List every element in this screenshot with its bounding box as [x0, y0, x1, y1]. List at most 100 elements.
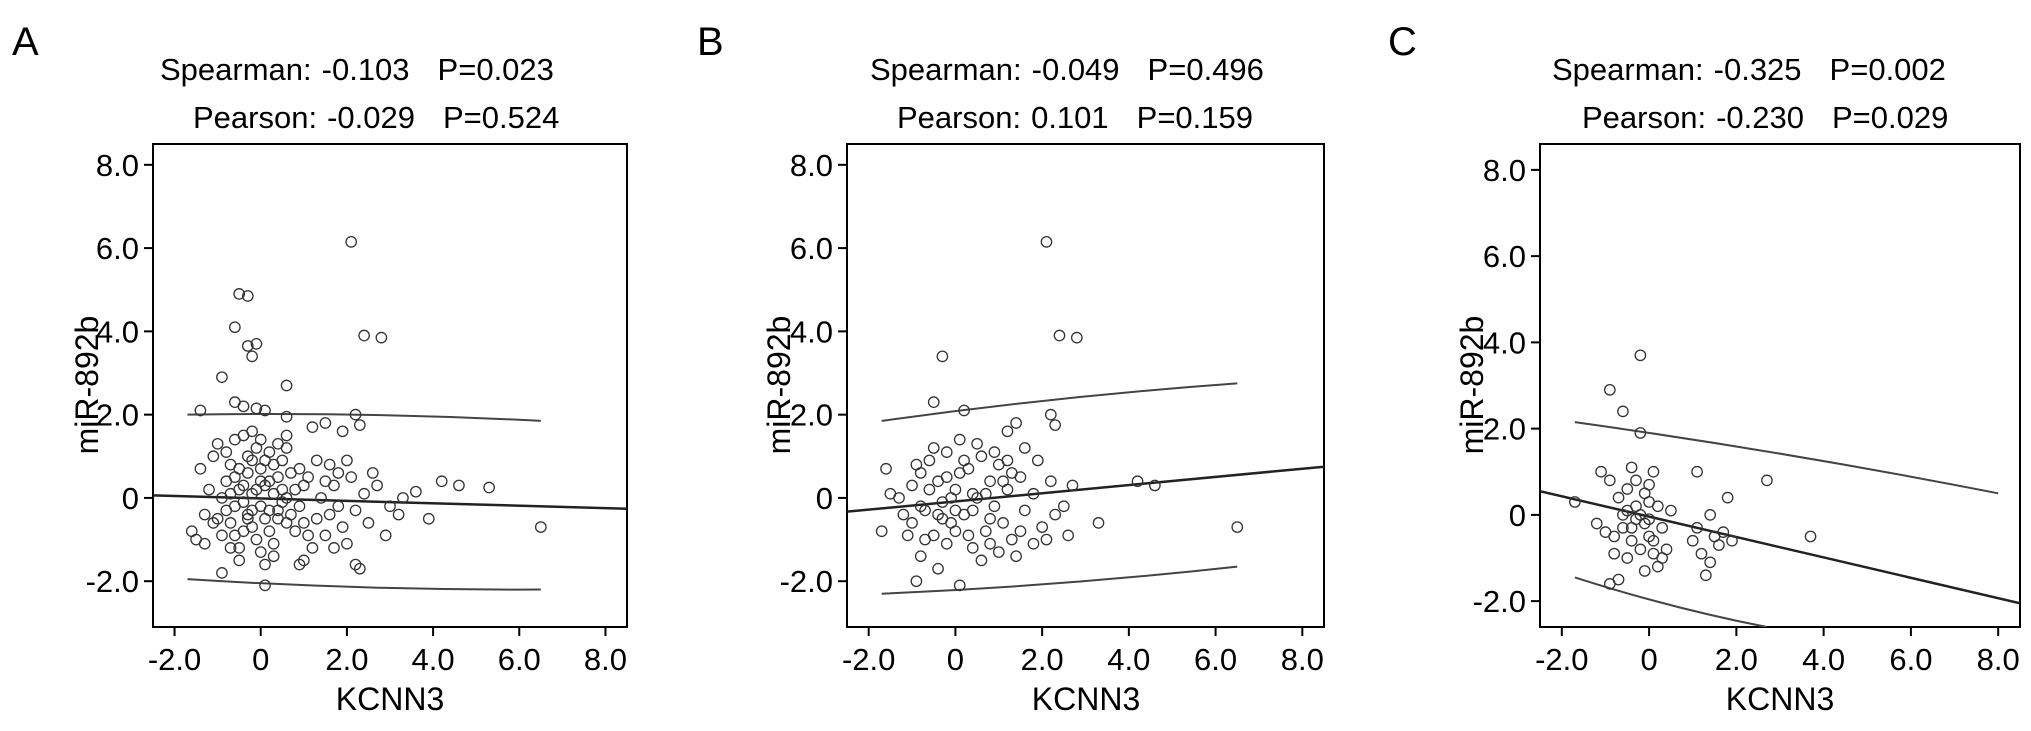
data-point	[910, 458, 923, 471]
data-point	[1049, 508, 1061, 521]
data-point	[1804, 530, 1817, 543]
x-tick-label: 4.0	[412, 642, 455, 677]
x-axis-label: KCNN3	[1726, 681, 1834, 717]
data-point	[1092, 517, 1105, 529]
data-point	[216, 567, 228, 579]
data-point	[254, 475, 267, 488]
data-point	[280, 517, 293, 529]
pearson-label: Pearson:	[897, 100, 1021, 135]
data-point	[366, 467, 379, 479]
data-point	[984, 537, 996, 550]
data-point	[1149, 479, 1161, 492]
y-tick-label: 4.0	[96, 314, 139, 349]
data-point	[254, 433, 267, 446]
y-tick-label: 6.0	[96, 231, 139, 266]
data-point	[971, 437, 983, 450]
data-point	[1617, 405, 1629, 418]
x-tick-label: 6.0	[1889, 642, 1932, 677]
data-point	[1625, 534, 1638, 547]
x-tick-label: 2.0	[325, 642, 368, 677]
data-point	[453, 479, 465, 492]
spearman-p: P=0.002	[1830, 52, 1946, 87]
data-point	[1656, 552, 1669, 564]
data-point	[194, 462, 207, 475]
data-point	[293, 500, 306, 513]
data-point	[1704, 556, 1717, 569]
ci-lower	[1574, 576, 1768, 627]
data-point	[1617, 509, 1629, 521]
data-point	[906, 479, 918, 492]
data-point	[1608, 547, 1621, 560]
pearson-stat: Pearson: -0.230 P=0.029	[1582, 100, 1948, 135]
data-point	[397, 492, 409, 504]
pearson-label: Pearson:	[1582, 100, 1706, 135]
data-point	[375, 331, 388, 344]
data-point	[259, 454, 271, 467]
data-point	[345, 235, 358, 248]
data-point	[263, 475, 276, 488]
pearson-value: 0.101	[1031, 100, 1109, 135]
data-point	[1040, 533, 1053, 546]
data-point	[1621, 483, 1634, 495]
data-point	[984, 512, 996, 525]
data-point	[1599, 526, 1612, 538]
data-point	[362, 517, 375, 529]
data-point	[384, 500, 396, 513]
data-point	[237, 479, 250, 492]
y-tick-label: 2.0	[790, 398, 833, 433]
data-point	[1005, 533, 1018, 546]
data-point	[250, 533, 263, 546]
data-point	[940, 471, 953, 483]
data-point	[323, 508, 336, 521]
data-point	[246, 425, 258, 438]
data-point	[259, 512, 271, 525]
data-point	[1625, 461, 1638, 474]
y-tick-label: 2.0	[1483, 412, 1526, 447]
data-point	[259, 579, 271, 592]
data-point	[229, 500, 241, 513]
y-tick-label: 0	[122, 481, 139, 516]
pearson-p: P=0.524	[443, 100, 559, 135]
data-point	[1053, 329, 1066, 342]
data-point	[1057, 500, 1070, 513]
data-point	[1691, 521, 1703, 534]
x-tick-label: 2.0	[1715, 642, 1758, 677]
data-point	[207, 450, 220, 463]
x-tick-label: -2.0	[1535, 642, 1588, 677]
data-point	[1027, 487, 1040, 500]
data-point	[237, 525, 250, 538]
data-point	[1066, 479, 1079, 492]
data-point	[992, 546, 1005, 558]
data-point	[927, 396, 940, 409]
spearman-stat: Spearman: -0.325 P=0.002	[1552, 52, 1946, 87]
data-point	[1643, 513, 1655, 526]
data-point	[267, 550, 280, 563]
data-point	[250, 402, 263, 415]
data-point	[410, 485, 422, 498]
pearson-stat: Pearson: -0.029 P=0.524	[193, 100, 559, 135]
data-point	[1621, 552, 1634, 564]
data-point	[241, 450, 254, 463]
x-tick-label: 6.0	[498, 642, 541, 677]
x-tick-label: 4.0	[1802, 642, 1845, 677]
data-point	[254, 546, 267, 558]
x-tick-label: -2.0	[842, 642, 895, 677]
y-tick-label: 0	[1509, 498, 1526, 533]
data-point	[246, 487, 258, 500]
data-point	[1656, 521, 1669, 534]
data-point	[328, 542, 340, 554]
data-point	[914, 550, 927, 563]
data-point	[323, 458, 336, 471]
data-point	[919, 504, 931, 517]
data-point	[1010, 417, 1022, 429]
data-point	[953, 467, 966, 479]
data-point	[953, 433, 966, 446]
pearson-label: Pearson:	[193, 100, 317, 135]
data-point	[880, 462, 892, 475]
data-point	[1647, 465, 1660, 478]
y-tick-label: 2.0	[96, 398, 139, 433]
data-point	[958, 454, 970, 467]
data-point	[997, 475, 1009, 488]
data-point	[241, 340, 254, 352]
